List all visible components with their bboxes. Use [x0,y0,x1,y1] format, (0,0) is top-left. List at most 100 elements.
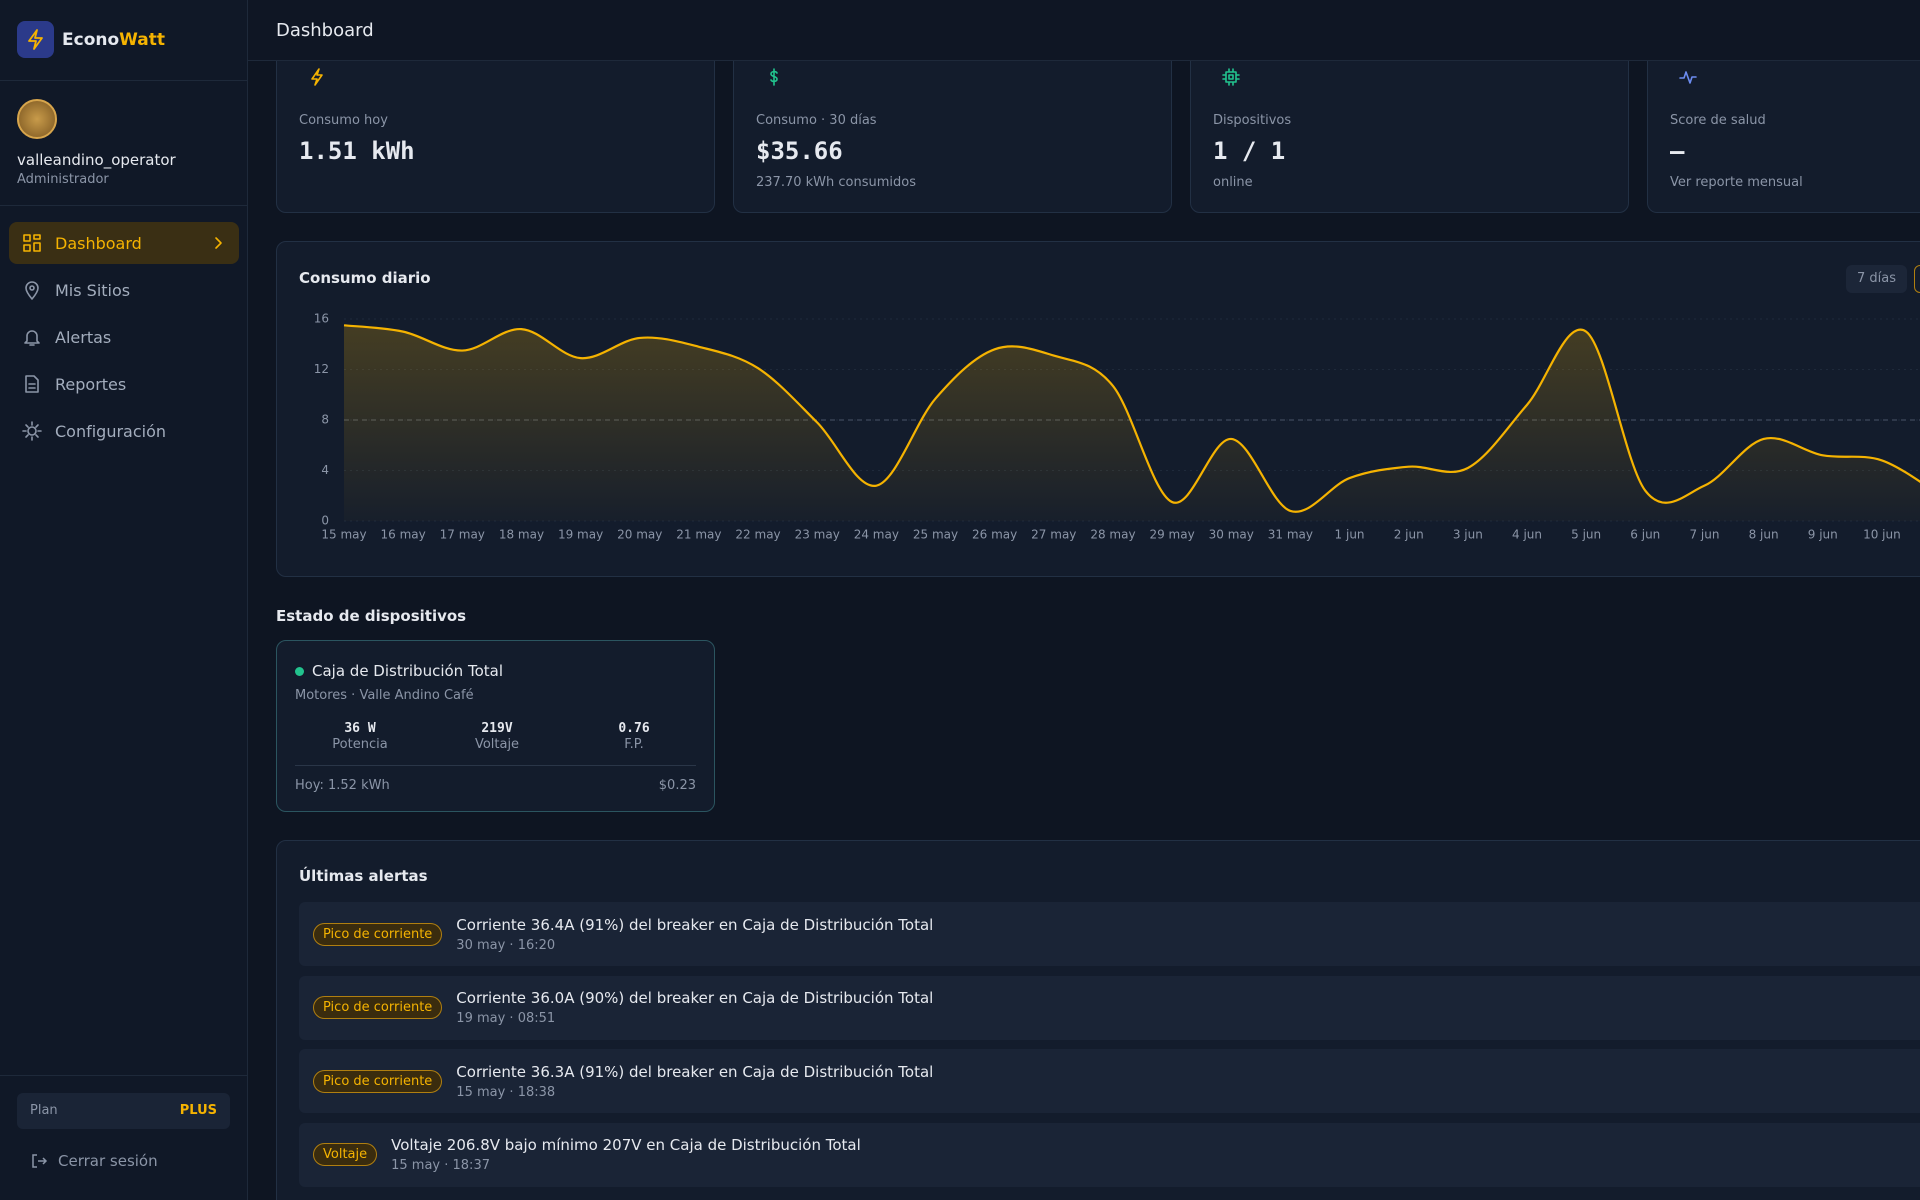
user-name: valleandino_operator [17,151,176,169]
area [344,325,1920,521]
main: Consumo hoy 1.51 kWh Consumo · 30 días $35.… [248,0,1920,1200]
sidebar: EconoWatt valleandino_operator Administr… [0,0,248,1200]
x-tick-label: 5 jun [1571,528,1601,542]
section-title: Estado de dispositivos [276,607,467,625]
alert-text: Corriente 36.3A (91%) del breaker en Caj… [456,1062,934,1081]
chart: 0 4 8 12 16 15 may 16 may 17 may 18 may 19 may 20 … [314,312,1920,542]
nav-label: Dashboard [55,233,142,253]
x-tick-label: 24 may [854,528,899,542]
alert-tag: Pico de corriente [313,1069,443,1093]
nav-item[interactable]: Dashboard [9,222,239,264]
nav-item[interactable]: Reportes [9,363,239,405]
kpi-value: $35.66 [756,137,843,165]
metric-label: Voltaje [474,737,520,752]
alert-row[interactable]: Pico de corriente Corriente 36.4A (91%) d… [299,902,1920,966]
device-location: Motores · Valle Andino Café [295,688,474,703]
brand-b: Watt [119,30,166,50]
y-tick-label: 16 [314,312,329,326]
device-name: Caja de Distribución Total [312,662,503,680]
kpi-card: Score de salud — Ver reporte mensual [1647,40,1920,213]
kpi-label: Dispositivos [1213,113,1292,128]
divider [295,765,696,766]
kpi-value: — [1670,137,1685,165]
icon [25,375,39,393]
kpi-card: Consumo · 30 días $35.66 237.70 kWh consum… [733,40,1172,213]
logo-icon [28,29,43,50]
metric-label: Potencia [332,737,388,752]
x-tick-label: 16 may [381,528,426,542]
y-tick-label: 8 [321,413,329,427]
alert-body: Corriente 36.4A (91%) del breaker en Caj… [456,916,933,953]
alert-row[interactable]: Pico de corriente Corriente 36.3A (91%) d… [299,1049,1920,1113]
logout-icon [32,1154,48,1168]
icon [24,330,40,346]
x-tick-label: 23 may [795,528,840,542]
icon [1679,71,1697,84]
alert-text: Voltaje 206.8V bajo mínimo 207V en Caja … [391,1136,861,1154]
alert-body: Corriente 36.0A (90%) del breaker en Caj… [456,989,933,1026]
nav-item[interactable]: Configuración [9,410,239,452]
kpi-label: Consumo · 30 días [756,113,877,128]
nav-item[interactable]: Mis Sitios [9,269,239,311]
brand: EconoWatt [62,30,165,50]
x-tick-label: 22 may [735,528,780,542]
alert-row[interactable]: Voltaje Voltaje 206.8V bajo mínimo 207V e… [299,1122,1920,1187]
icon [23,234,41,252]
icon [770,68,778,86]
alert-time: 19 may · 08:51 [456,1011,556,1026]
status-dot [295,667,304,676]
kpi-value: 1.51 kWh [299,137,415,165]
x-tick-label: 15 may [321,528,366,542]
divider [0,1075,248,1076]
alert-row[interactable]: Pico de corriente Corriente 36.0A (90%) d… [299,975,1920,1040]
y-tick-label: 0 [321,514,329,528]
x-tick-label: 10 jun [1863,528,1901,542]
kpi-card: Consumo hoy 1.51 kWh [276,40,715,213]
alert-text: Corriente 36.4A (91%) del breaker en Caj… [456,915,934,934]
plan-value: PLUS [179,1103,217,1118]
icon [311,68,323,86]
x-tick-label: 27 may [1031,528,1076,542]
x-tick-label: 30 may [1209,528,1254,542]
x-tick-label: 29 may [1149,528,1194,542]
icon [215,237,222,249]
alert-tag: Voltaje [313,1143,378,1166]
chart-title: Consumo diario [299,269,431,287]
nav-item[interactable]: Alertas [9,316,239,358]
alert-body: Voltaje 206.8V bajo mínimo 207V en Caja … [391,1136,861,1173]
divider [0,80,248,81]
user-role: Administrador [17,172,109,187]
x-tick-label: 28 may [1090,528,1135,542]
kpi-value: 1 / 1 [1213,137,1286,165]
x-tick-label: 7 jun [1689,528,1719,542]
x-tick-label: 31 may [1268,528,1313,542]
icon [1222,68,1240,86]
alert-text: Corriente 36.0A (90%) del breaker en Caj… [456,989,934,1007]
logout-label: Cerrar sesión [58,1152,158,1170]
device-cost: $0.23 [658,778,696,793]
chart-card: Consumo diario 7 días 0 4 8 12 16 15 may 16 ma… [276,241,1920,577]
range-button[interactable] [1914,265,1920,293]
kpi-label: Score de salud [1670,113,1766,128]
alerts-card: Últimas alertas Pico de corriente Corrien… [276,840,1920,1200]
x-tick-label: 1 jun [1335,528,1365,542]
range-button[interactable]: 7 días [1846,265,1907,293]
line [343,324,1920,513]
logo [17,21,54,58]
metric-value: 36 W [344,721,376,736]
alert-time: 15 may · 18:38 [456,1084,556,1100]
alert-body: Corriente 36.3A (91%) del breaker en Caj… [456,1063,933,1100]
plan-box: Plan PLUS [17,1093,230,1129]
x-tick-label: 9 jun [1808,528,1838,542]
alert-tag: Pico de corriente [313,996,443,1019]
alert-tag: Pico de corriente [313,922,443,946]
icon [25,281,39,300]
device-card: Caja de Distribución Total Motores · Vall… [276,640,715,812]
logout[interactable]: Cerrar sesión [30,1152,158,1170]
alert-time: 15 may · 18:37 [391,1158,490,1173]
topbar: Dashboard [248,0,1920,61]
nav-label: Configuración [55,421,167,441]
x-tick-label: 8 jun [1749,528,1779,542]
metric-value: 219V [481,721,513,736]
